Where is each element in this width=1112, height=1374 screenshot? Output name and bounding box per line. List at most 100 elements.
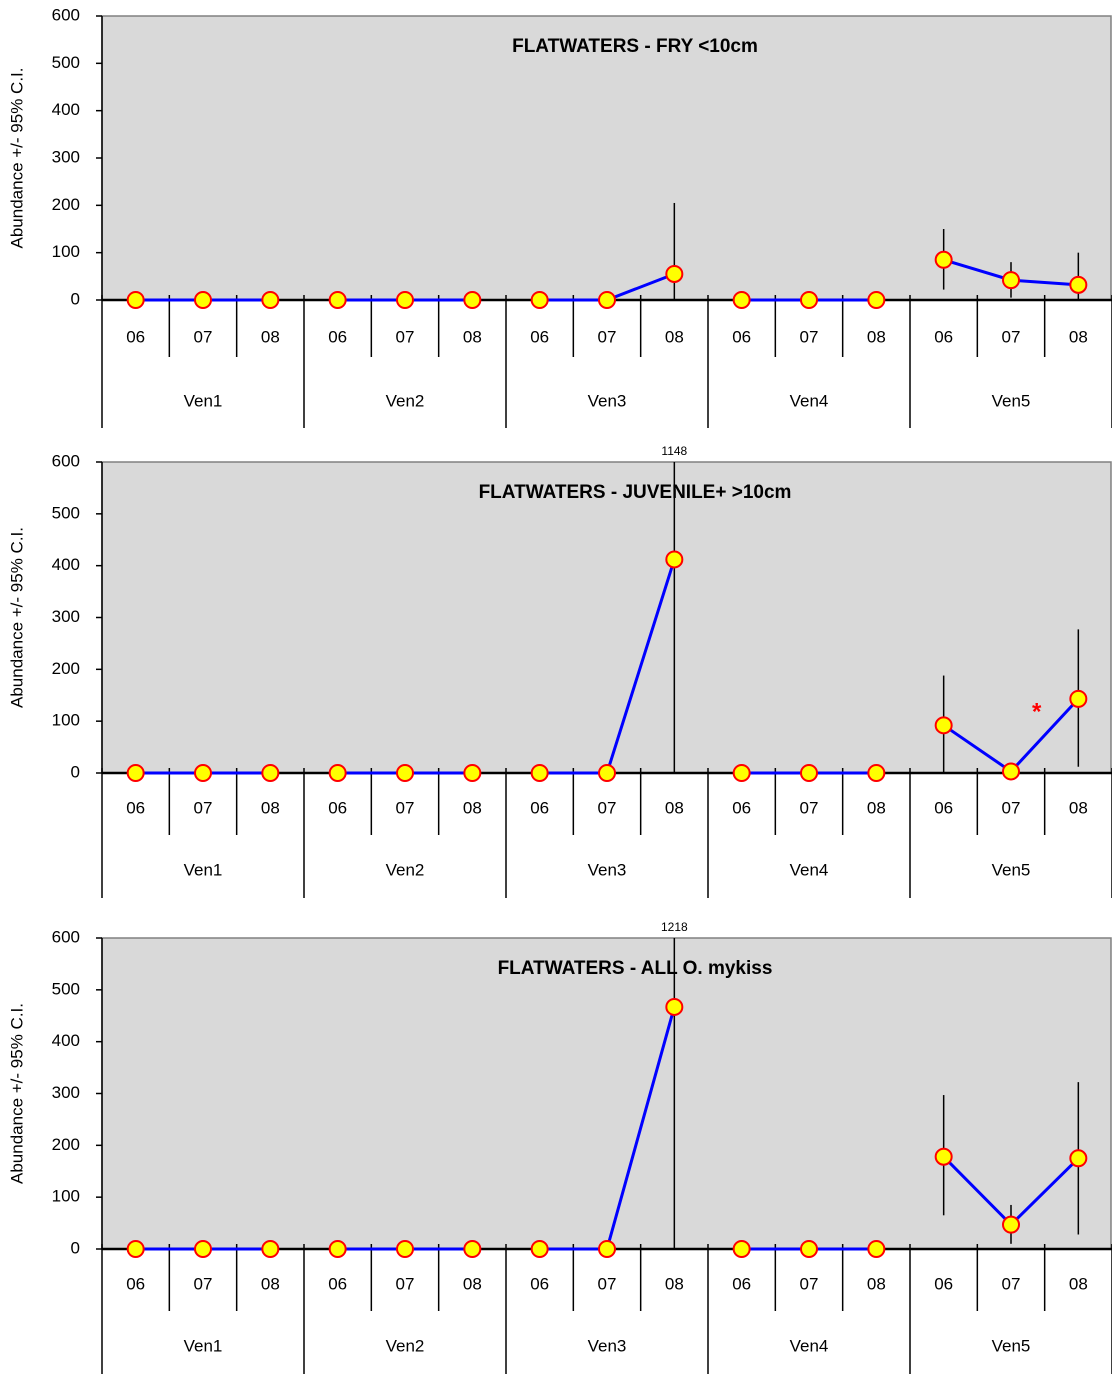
x-tick-label: 08 bbox=[463, 327, 482, 346]
data-point bbox=[328, 1240, 347, 1258]
x-tick-label: 08 bbox=[867, 1274, 886, 1293]
group-label: Ven5 bbox=[992, 1336, 1031, 1355]
data-point bbox=[530, 764, 549, 782]
data-point bbox=[396, 764, 414, 782]
y-tick-label: 200 bbox=[52, 659, 80, 678]
x-tick-label: 07 bbox=[598, 327, 617, 346]
data-point bbox=[598, 764, 616, 782]
group-label: Ven1 bbox=[184, 1336, 223, 1355]
y-tick-label: 0 bbox=[71, 1238, 80, 1257]
data-point bbox=[126, 291, 145, 309]
data-point bbox=[732, 1240, 751, 1258]
x-tick-label: 06 bbox=[530, 327, 549, 346]
data-point bbox=[934, 716, 953, 735]
plot-area bbox=[101, 15, 1112, 301]
data-point bbox=[530, 291, 549, 309]
data-point bbox=[126, 764, 145, 782]
data-point bbox=[800, 1240, 818, 1258]
data-point bbox=[463, 764, 482, 782]
data-point bbox=[1069, 275, 1088, 294]
group-label: Ven5 bbox=[992, 860, 1031, 879]
x-tick-label: 06 bbox=[328, 327, 347, 346]
group-label: Ven2 bbox=[386, 1336, 425, 1355]
data-point bbox=[1069, 689, 1088, 708]
y-tick-label: 600 bbox=[52, 927, 80, 946]
data-point bbox=[934, 250, 953, 269]
data-point bbox=[126, 1240, 145, 1258]
data-point bbox=[598, 291, 616, 309]
y-tick-label: 100 bbox=[52, 711, 80, 730]
group-label: Ven4 bbox=[790, 391, 829, 410]
data-point bbox=[867, 291, 886, 309]
x-tick-label: 06 bbox=[530, 798, 549, 817]
data-point bbox=[194, 1240, 212, 1258]
group-label: Ven3 bbox=[588, 391, 627, 410]
x-tick-label: 06 bbox=[126, 327, 145, 346]
error-bar-label: 1218 bbox=[661, 920, 688, 934]
x-tick-label: 07 bbox=[1002, 1274, 1021, 1293]
data-point bbox=[530, 1240, 549, 1258]
group-label: Ven4 bbox=[790, 1336, 829, 1355]
x-tick-label: 06 bbox=[732, 327, 751, 346]
x-tick-label: 07 bbox=[396, 1274, 415, 1293]
x-tick-label: 06 bbox=[934, 798, 953, 817]
x-tick-label: 08 bbox=[867, 798, 886, 817]
error-bar-label: 1148 bbox=[661, 444, 687, 458]
data-point bbox=[261, 1240, 280, 1258]
y-tick-label: 600 bbox=[52, 451, 80, 470]
data-point bbox=[732, 291, 751, 309]
x-tick-label: 08 bbox=[1069, 798, 1088, 817]
y-tick-label: 400 bbox=[52, 100, 80, 119]
x-tick-label: 07 bbox=[1002, 798, 1021, 817]
x-tick-label: 08 bbox=[463, 1274, 482, 1293]
x-tick-label: 08 bbox=[665, 327, 684, 346]
x-tick-label: 07 bbox=[194, 798, 213, 817]
y-axis-label: Abundance +/- 95% C.I. bbox=[7, 527, 26, 708]
x-tick-label: 06 bbox=[732, 1274, 751, 1293]
group-label: Ven4 bbox=[790, 860, 829, 879]
data-point bbox=[396, 291, 414, 309]
y-axis-label: Abundance +/- 95% C.I. bbox=[7, 1003, 26, 1184]
data-point bbox=[261, 764, 280, 782]
y-tick-label: 200 bbox=[52, 1135, 80, 1154]
y-tick-label: 0 bbox=[71, 762, 80, 781]
x-tick-label: 07 bbox=[396, 327, 415, 346]
x-tick-label: 08 bbox=[1069, 327, 1088, 346]
x-tick-label: 08 bbox=[665, 1274, 684, 1293]
x-tick-label: 06 bbox=[328, 798, 347, 817]
group-label: Ven5 bbox=[992, 391, 1031, 410]
x-tick-label: 06 bbox=[126, 1274, 145, 1293]
y-tick-label: 500 bbox=[52, 503, 80, 522]
data-point bbox=[463, 1240, 482, 1258]
x-tick-label: 07 bbox=[1002, 327, 1021, 346]
annotation: * bbox=[1032, 698, 1042, 725]
data-point bbox=[1069, 1149, 1088, 1168]
y-tick-label: 200 bbox=[52, 195, 80, 214]
x-tick-label: 07 bbox=[598, 1274, 617, 1293]
x-tick-label: 08 bbox=[261, 1274, 280, 1293]
y-tick-label: 500 bbox=[52, 53, 80, 72]
group-label: Ven3 bbox=[588, 1336, 627, 1355]
plot-area bbox=[101, 937, 1112, 1250]
group-label: Ven2 bbox=[386, 391, 425, 410]
data-point bbox=[396, 1240, 414, 1258]
data-point bbox=[665, 264, 684, 283]
plot-area bbox=[101, 461, 1112, 774]
y-tick-label: 400 bbox=[52, 555, 80, 574]
x-tick-label: 06 bbox=[126, 798, 145, 817]
chart-title: FLATWATERS - FRY <10cm bbox=[512, 36, 758, 57]
x-tick-label: 07 bbox=[194, 327, 213, 346]
x-tick-label: 06 bbox=[328, 1274, 347, 1293]
y-tick-label: 100 bbox=[52, 1187, 80, 1206]
data-point bbox=[1002, 1215, 1020, 1234]
x-tick-label: 08 bbox=[665, 798, 684, 817]
x-tick-label: 08 bbox=[1069, 1274, 1088, 1293]
data-point bbox=[194, 291, 212, 309]
x-tick-label: 08 bbox=[261, 327, 280, 346]
y-tick-label: 300 bbox=[52, 1083, 80, 1102]
data-point bbox=[665, 997, 684, 1016]
x-tick-label: 06 bbox=[732, 798, 751, 817]
x-tick-label: 07 bbox=[800, 1274, 819, 1293]
data-point bbox=[732, 764, 751, 782]
